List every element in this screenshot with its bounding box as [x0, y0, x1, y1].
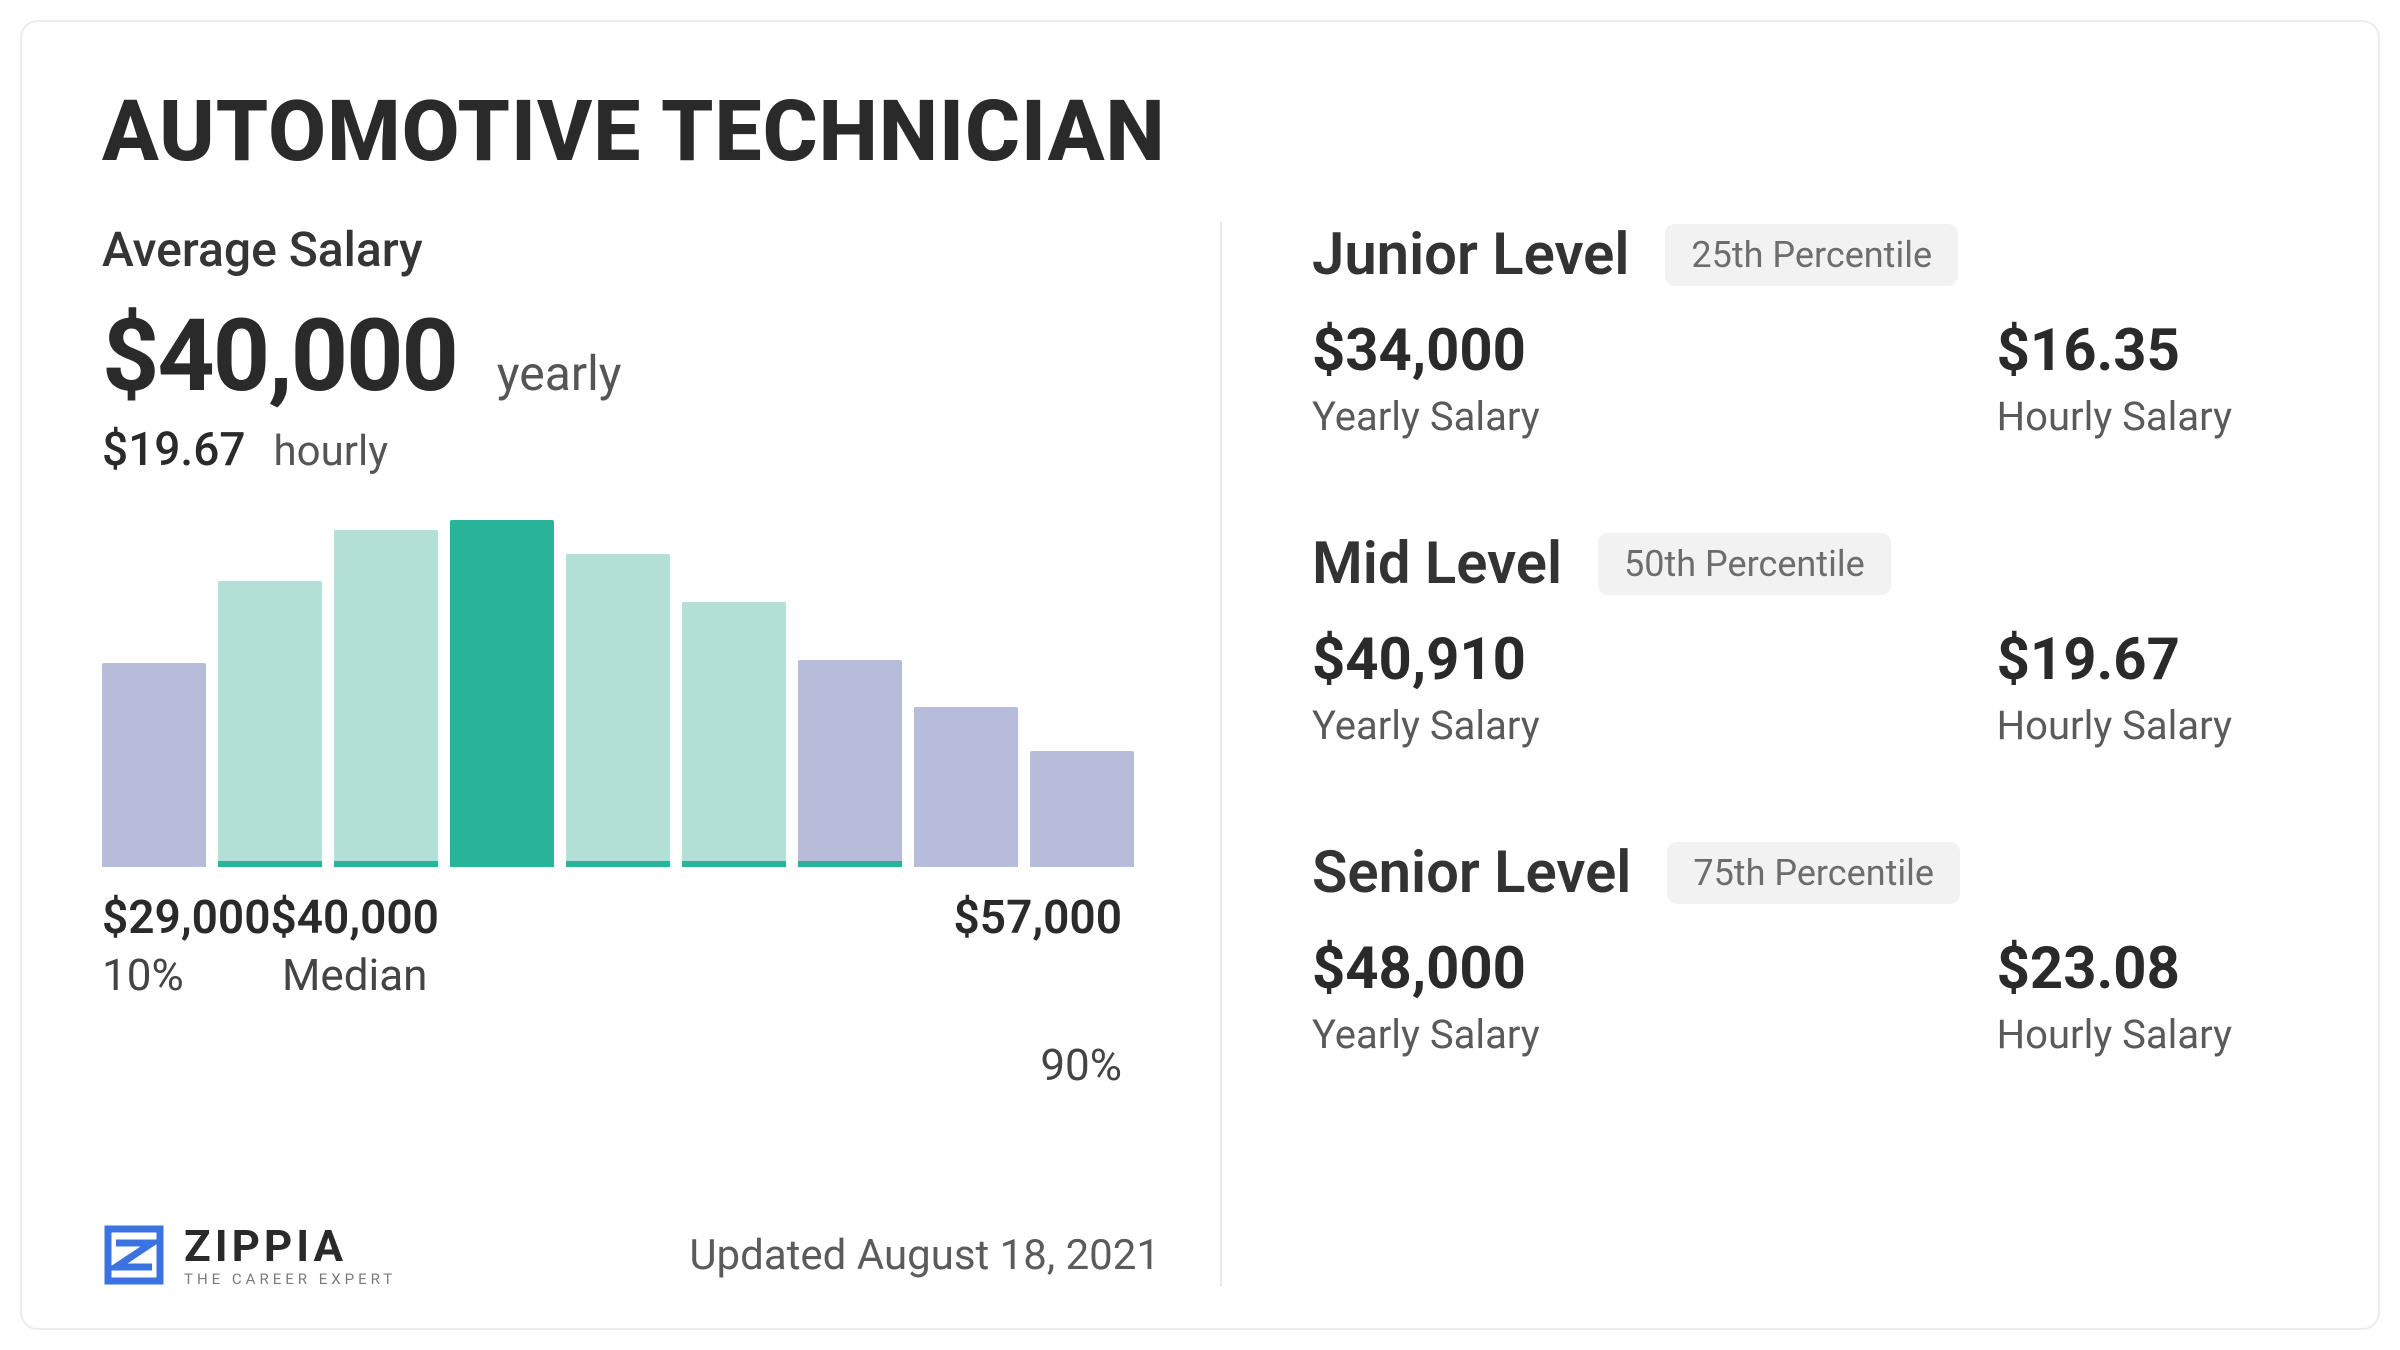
average-salary-label: Average Salary [102, 221, 1160, 278]
yearly-stat: $40,910 Yearly Salary [1312, 626, 1540, 749]
chart-bar [1030, 751, 1134, 867]
salary-card: AUTOMOTIVE TECHNICIAN Average Salary $40… [20, 20, 2380, 1330]
axis-tick-value: $57,000 [954, 891, 1122, 945]
percentile-badge: 25th Percentile [1665, 224, 1958, 286]
yearly-salary-value: $34,000 [1312, 317, 1540, 385]
job-title: AUTOMOTIVE TECHNICIAN [102, 82, 2298, 181]
yearly-stat: $34,000 Yearly Salary [1312, 317, 1540, 440]
level-name: Senior Level [1312, 839, 1631, 907]
salary-level: Mid Level 50th Percentile $40,910 Yearly Sa… [1312, 530, 2298, 749]
updated-date: Updated August 18, 2021 [689, 1231, 1160, 1280]
percentile-badge: 50th Percentile [1598, 533, 1891, 595]
left-panel: Average Salary $40,000 yearly $19.67 hou… [102, 221, 1222, 1287]
salary-level: Junior Level 25th Percentile $34,000 Yearly… [1312, 221, 2298, 440]
axis-tick-10pct: $29,000 10% [102, 891, 270, 1091]
average-yearly-value: $40,000 [102, 298, 457, 415]
brand-name: ZIPPIA [184, 1224, 396, 1268]
axis-tick-label: 90% [1040, 1039, 1122, 1091]
zippia-logo-icon [102, 1223, 166, 1287]
average-hourly-row: $19.67 hourly [102, 423, 1160, 477]
brand-text: ZIPPIA THE CAREER EXPERT [184, 1224, 396, 1287]
chart-bar [450, 520, 554, 867]
percentile-badge: 75th Percentile [1667, 842, 1960, 904]
average-hourly-value: $19.67 [102, 423, 246, 477]
yearly-salary-value: $48,000 [1312, 935, 1540, 1003]
chart-bar [102, 663, 206, 867]
hourly-stat: $19.67 Hourly Salary [1997, 626, 2232, 749]
level-header: Senior Level 75th Percentile [1312, 839, 2298, 907]
axis-tick-90pct: $57,000 90% [439, 891, 1122, 1091]
axis-tick-label: Median [282, 949, 428, 1001]
level-name: Mid Level [1312, 530, 1562, 598]
distribution-chart: $29,000 10% $40,000 Median $57,000 90% [102, 527, 1160, 1091]
hourly-salary-value: $23.08 [1997, 935, 2232, 1003]
axis-tick-median: $40,000 Median [270, 891, 438, 1091]
average-yearly-row: $40,000 yearly [102, 298, 1160, 415]
level-name: Junior Level [1312, 221, 1629, 289]
brand-logo: ZIPPIA THE CAREER EXPERT [102, 1223, 396, 1287]
yearly-salary-value: $40,910 [1312, 626, 1540, 694]
levels-panel: Junior Level 25th Percentile $34,000 Yearly… [1222, 221, 2298, 1287]
hourly-salary-value: $19.67 [1997, 626, 2232, 694]
chart-axis: $29,000 10% $40,000 Median $57,000 90% [102, 891, 1122, 1091]
yearly-salary-label: Yearly Salary [1312, 393, 1540, 440]
level-values: $48,000 Yearly Salary $23.08 Hourly Salary [1312, 935, 2232, 1058]
hourly-salary-value: $16.35 [1997, 317, 2232, 385]
left-footer: ZIPPIA THE CAREER EXPERT Updated August … [102, 1163, 1160, 1287]
hourly-stat: $16.35 Hourly Salary [1997, 317, 2232, 440]
chart-bar [566, 554, 670, 867]
axis-tick-value: $29,000 [102, 891, 270, 945]
axis-tick-label: 10% [102, 949, 270, 1001]
level-values: $34,000 Yearly Salary $16.35 Hourly Salary [1312, 317, 2232, 440]
columns: Average Salary $40,000 yearly $19.67 hou… [102, 221, 2298, 1287]
chart-bars [102, 527, 1160, 867]
chart-bar [334, 530, 438, 867]
yearly-salary-label: Yearly Salary [1312, 702, 1540, 749]
hourly-salary-label: Hourly Salary [1997, 702, 2232, 749]
axis-tick-value: $40,000 [270, 891, 438, 945]
chart-bar [218, 581, 322, 867]
salary-level: Senior Level 75th Percentile $48,000 Yearly… [1312, 839, 2298, 1058]
average-hourly-unit: hourly [274, 427, 389, 476]
yearly-salary-label: Yearly Salary [1312, 1011, 1540, 1058]
chart-bar [682, 602, 786, 867]
hourly-salary-label: Hourly Salary [1997, 1011, 2232, 1058]
average-yearly-unit: yearly [497, 345, 622, 402]
chart-bar [798, 660, 902, 867]
hourly-salary-label: Hourly Salary [1997, 393, 2232, 440]
hourly-stat: $23.08 Hourly Salary [1997, 935, 2232, 1058]
yearly-stat: $48,000 Yearly Salary [1312, 935, 1540, 1058]
chart-bar [914, 707, 1018, 867]
brand-tagline: THE CAREER EXPERT [184, 1272, 396, 1287]
level-values: $40,910 Yearly Salary $19.67 Hourly Salary [1312, 626, 2232, 749]
level-header: Mid Level 50th Percentile [1312, 530, 2298, 598]
level-header: Junior Level 25th Percentile [1312, 221, 2298, 289]
